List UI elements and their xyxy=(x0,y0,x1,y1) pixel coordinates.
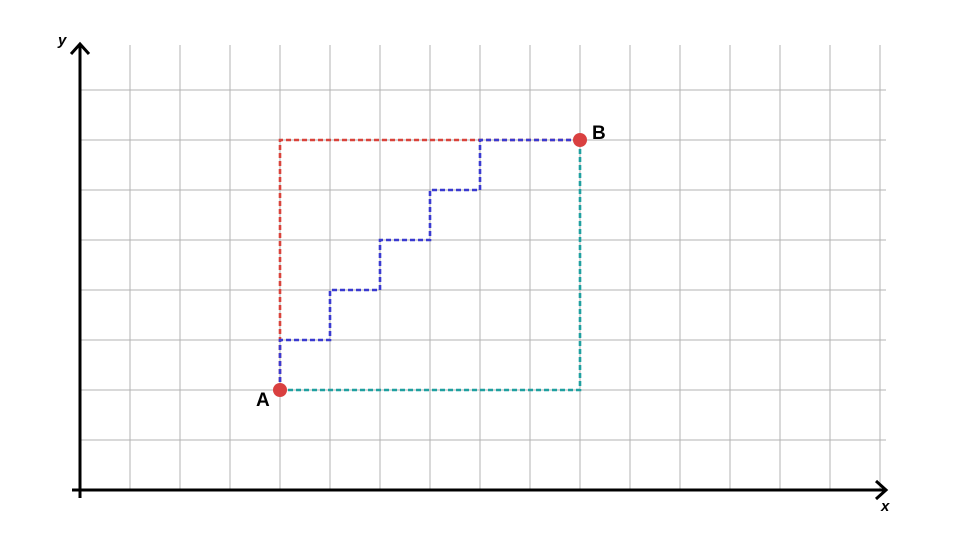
teal-path xyxy=(280,140,582,392)
blue-staircase-path xyxy=(278,138,580,390)
y-axis-label: y xyxy=(57,32,67,49)
grid-lines xyxy=(80,45,886,490)
paths xyxy=(278,138,582,392)
point-b-label: B xyxy=(592,123,606,144)
y-axis-arrowhead xyxy=(69,41,91,56)
x-axis-label: x xyxy=(880,498,890,515)
axes xyxy=(69,41,889,501)
points: AB xyxy=(256,123,606,411)
point-b-marker xyxy=(573,133,587,147)
x-axis-arrowhead xyxy=(874,479,889,501)
point-a-label: A xyxy=(256,390,270,411)
point-a-marker xyxy=(273,383,287,397)
